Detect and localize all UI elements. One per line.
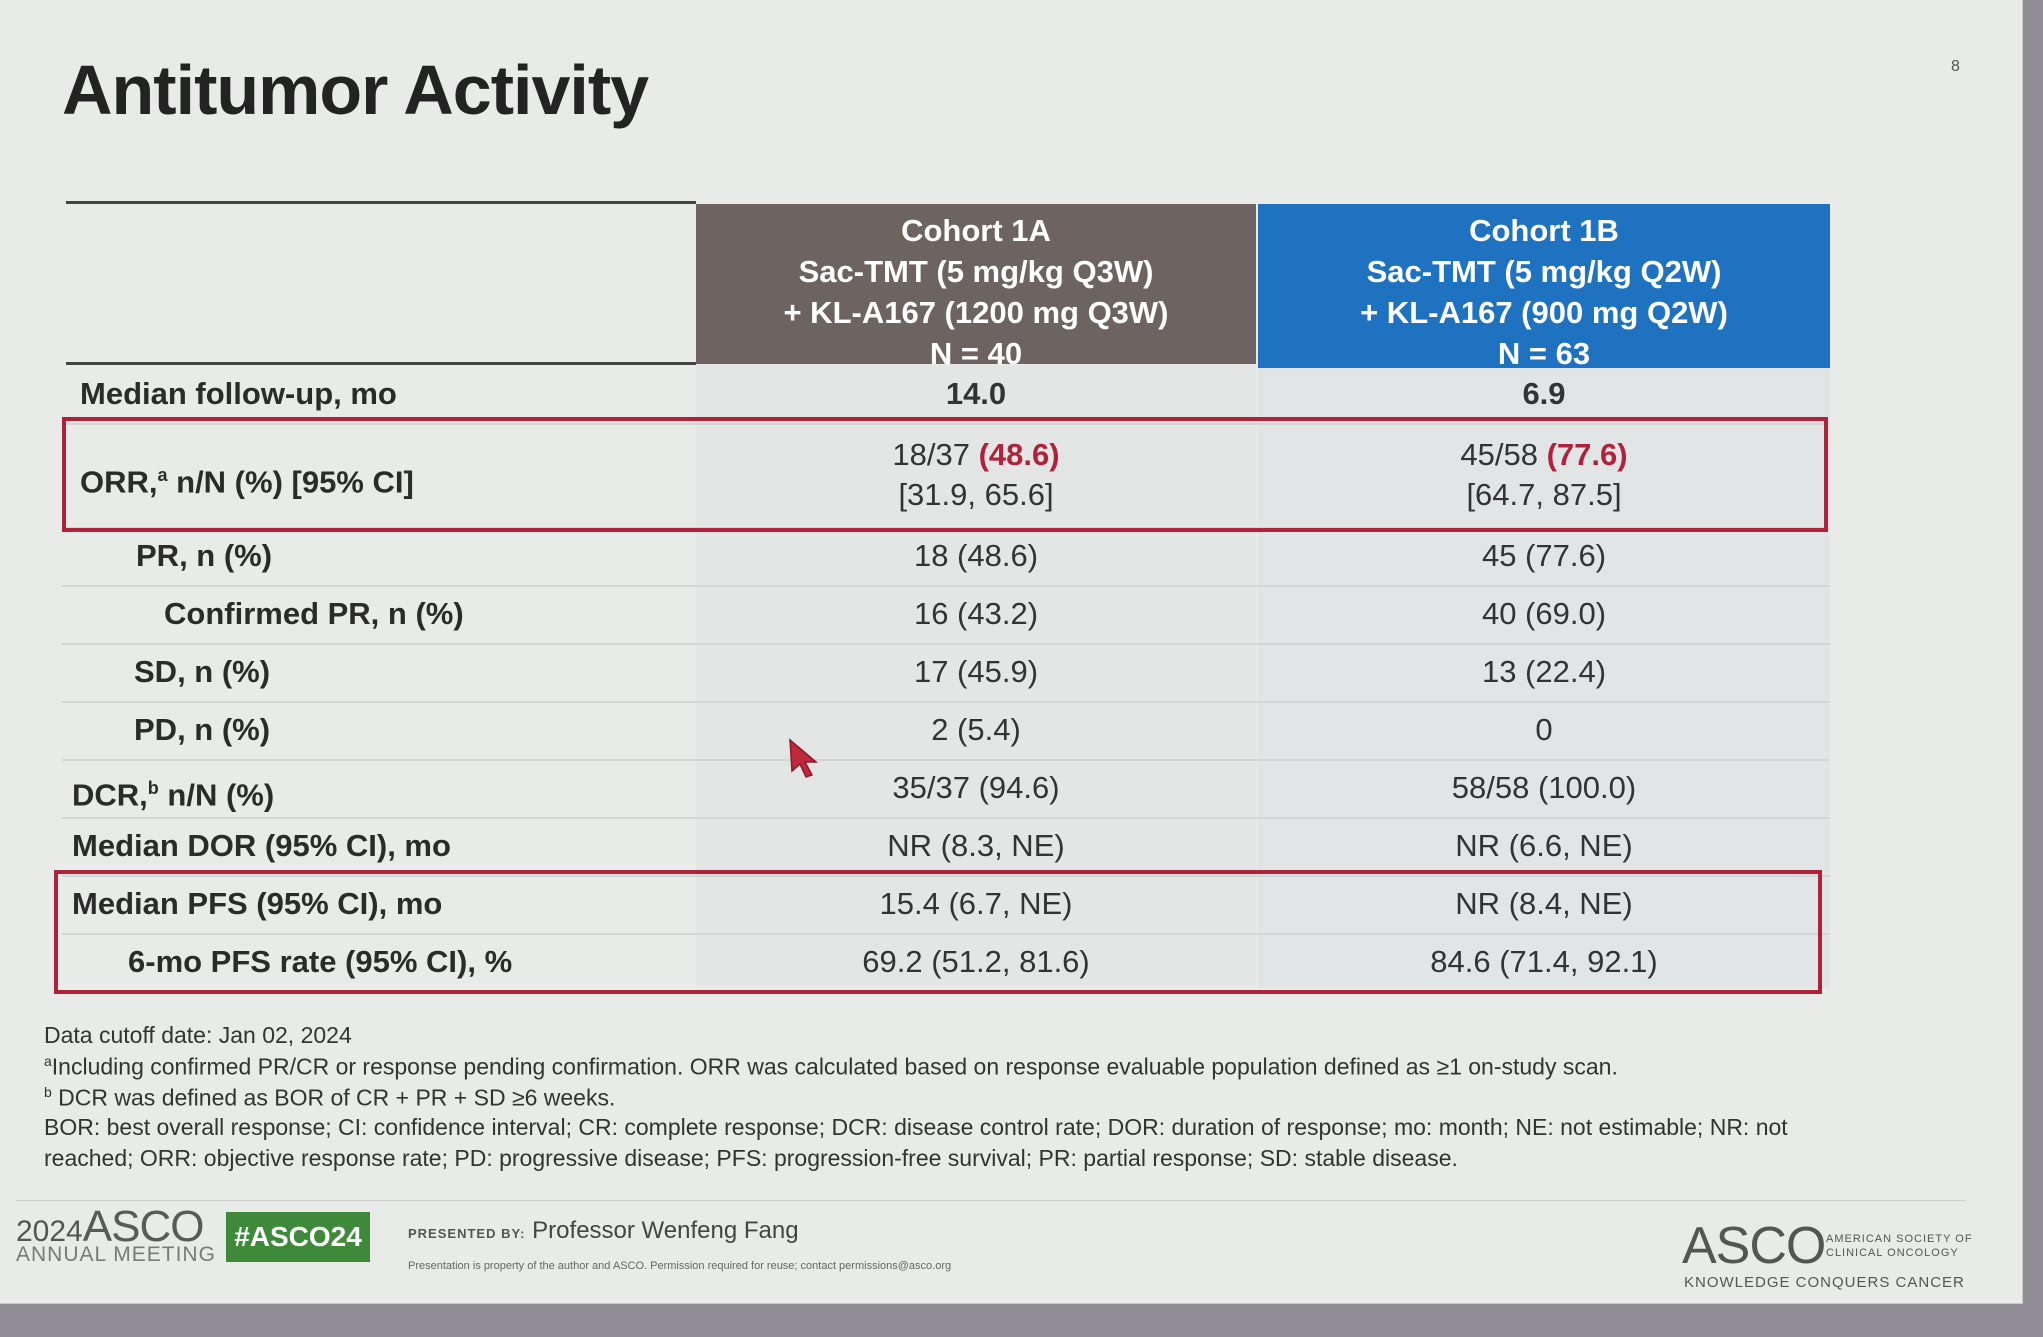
copyright-notice: Presentation is property of the author a… (408, 1260, 952, 1272)
table-row-confirmed-pr: Confirmed PR, n (%) 16 (43.2) 40 (69.0) (62, 585, 1830, 645)
table-row-median-follow-up: Median follow-up, mo 14.0 6.9 (62, 365, 1830, 425)
orr-highlight-box (62, 417, 1828, 532)
row-label: Median follow-up, mo (80, 376, 397, 411)
row-label: 6-mo PFS rate (95% CI), % (128, 944, 513, 979)
footnote-marker-b: b (147, 778, 159, 798)
footer-divider (16, 1200, 1966, 1201)
cohort-1a-value: 2 (5.4) (931, 712, 1021, 747)
table-row-6mo-pfs-rate: 6-mo PFS rate (95% CI), % 69.2 (51.2, 81… (62, 933, 1830, 991)
cohort-1b-drug-1: Sac-TMT (5 mg/kg Q2W) (1366, 254, 1722, 289)
annual-meeting-label: ANNUAL MEETING (16, 1243, 216, 1266)
cohort-1b-value: 45/58 (77.6) [64.7, 87.5] (1258, 423, 1830, 515)
row-label: PD, n (%) (134, 712, 271, 747)
footnote-marker-a: a (157, 465, 168, 485)
cohort-1a-value: 15.4 (6.7, NE) (879, 886, 1073, 921)
asco-tagline: KNOWLEDGE CONQUERS CANCER (1684, 1274, 1965, 1291)
society-name: AMERICAN SOCIETY OF CLINICAL ONCOLOGY (1826, 1232, 1973, 1260)
cohort-1a-value: 35/37 (94.6) (892, 770, 1060, 805)
meeting-year: 2024 (16, 1215, 83, 1248)
page-number: 8 (1951, 58, 1960, 75)
cohort-1a-value: 69.2 (51.2, 81.6) (862, 944, 1090, 979)
cohort-1b-value: 6.9 (1522, 376, 1566, 411)
footnote-data-cutoff: Data cutoff date: Jan 02, 2024 (44, 1022, 352, 1048)
cohort-1a-value: 18/37 (48.6) [31.9, 65.6] (696, 423, 1256, 515)
row-label: Median PFS (95% CI), mo (72, 886, 443, 921)
cohort-1b-column-shading (1258, 368, 1830, 988)
cohort-1b-value: 45 (77.6) (1481, 538, 1607, 573)
cohort-1b-value: NR (6.6, NE) (1455, 828, 1633, 863)
column-header-cohort-1b: Cohort 1B Sac-TMT (5 mg/kg Q2W) + KL-A16… (1258, 204, 1830, 371)
cohort-1a-drug-2: + KL-A167 (1200 mg Q3W) (783, 295, 1169, 330)
cohort-1b-drug-2: + KL-A167 (900 mg Q2W) (1360, 295, 1728, 330)
orr-1a-count: 18/37 (892, 437, 979, 472)
dcr-label-rest: n/N (%) (158, 777, 275, 813)
row-label: Median DOR (95% CI), mo (72, 828, 451, 863)
row-label: DCR,b n/N (%) (72, 759, 274, 817)
asco-logo: ASCO (1682, 1217, 1826, 1275)
cohort-1a-value: 17 (45.9) (913, 654, 1039, 689)
table-row-median-dor: Median DOR (95% CI), mo NR (8.3, NE) NR … (62, 817, 1830, 877)
table-row-dcr: DCR,b n/N (%) 35/37 (94.6) 58/58 (100.0) (62, 759, 1830, 819)
cohort-1a-value: 14.0 (945, 376, 1007, 411)
presenter-name: Professor Wenfeng Fang (532, 1217, 799, 1244)
table-row-sd: SD, n (%) 17 (45.9) 13 (22.4) (62, 643, 1830, 703)
table-row-pr: PR, n (%) 18 (48.6) 45 (77.6) (62, 527, 1830, 587)
cohort-1a-value: NR (8.3, NE) (887, 828, 1065, 863)
orr-label-rest: n/N (%) [95% CI] (167, 464, 414, 500)
table-top-rule (66, 201, 696, 204)
table-header-rule (66, 362, 696, 365)
slide-title: Antitumor Activity (62, 51, 649, 129)
meeting-asco-wordmark: ASCO (82, 1202, 205, 1251)
cohort-1b-value: NR (8.4, NE) (1455, 886, 1633, 921)
orr-1a-ci: [31.9, 65.6] (898, 477, 1054, 512)
cohort-1b-name: Cohort 1B (1469, 213, 1619, 248)
cohort-1b-n: N = 63 (1497, 336, 1591, 371)
orr-label: ORR, (80, 464, 158, 500)
cohort-1a-value: 16 (43.2) (913, 596, 1039, 631)
asco-meeting-logo: 2024ASCO (16, 1202, 205, 1252)
pfs-highlight-box (54, 870, 1822, 994)
column-header-cohort-1a: Cohort 1A Sac-TMT (5 mg/kg Q3W) + KL-A16… (696, 204, 1256, 371)
cohort-1a-name: Cohort 1A (901, 213, 1051, 248)
society-line-1: AMERICAN SOCIETY OF (1826, 1233, 1973, 1245)
cohort-1b-value: 13 (22.4) (1481, 654, 1607, 689)
cohort-1b-value: 84.6 (71.4, 92.1) (1430, 944, 1658, 979)
cohort-1b-value: 0 (1535, 712, 1553, 747)
cohort-1a-value: 18 (48.6) (913, 538, 1039, 573)
footnote-a-text: Including confirmed PR/CR or response pe… (51, 1053, 1618, 1080)
row-label: Confirmed PR, n (%) (164, 596, 464, 631)
footnote-a: aIncluding confirmed PR/CR or response p… (44, 1053, 1618, 1081)
slide: 8 Antitumor Activity Cohort 1A Sac-TMT (… (0, 0, 2022, 1303)
society-line-2: CLINICAL ONCOLOGY (1826, 1247, 1959, 1259)
cohort-1b-value: 58/58 (100.0) (1451, 770, 1637, 805)
orr-1a-percent: (48.6) (978, 437, 1060, 472)
hashtag-badge: #ASCO24 (226, 1212, 370, 1262)
orr-1b-ci: [64.7, 87.5] (1466, 477, 1622, 512)
orr-1b-percent: (77.6) (1546, 437, 1628, 472)
row-label: ORR,a n/N (%) [95% CI] (80, 423, 414, 527)
footnote-b-marker: b (44, 1084, 52, 1100)
table-row-pd: PD, n (%) 2 (5.4) 0 (62, 701, 1830, 761)
footnote-abbreviations-line-2: reached; ORR: objective response rate; P… (44, 1145, 1458, 1171)
cohort-1a-drug-1: Sac-TMT (5 mg/kg Q3W) (798, 254, 1154, 289)
presented-by-label: PRESENTED BY: (408, 1226, 526, 1241)
dcr-label: DCR, (72, 777, 148, 813)
orr-1b-count: 45/58 (1460, 437, 1547, 472)
table-row-median-pfs: Median PFS (95% CI), mo 15.4 (6.7, NE) N… (62, 875, 1830, 935)
row-label: SD, n (%) (134, 654, 271, 689)
footnote-abbreviations-line-1: BOR: best overall response; CI: confiden… (44, 1114, 1788, 1140)
cohort-1a-column-shading (696, 365, 1256, 985)
footnote-a-marker: a (44, 1053, 52, 1069)
row-label: PR, n (%) (136, 538, 273, 573)
footnote-b: b DCR was defined as BOR of CR + PR + SD… (44, 1084, 615, 1112)
cohort-1b-value: 40 (69.0) (1481, 596, 1607, 631)
presented-by: PRESENTED BY: Professor Wenfeng Fang (408, 1217, 799, 1245)
mouse-cursor-icon (789, 738, 819, 778)
footnote-b-text: DCR was defined as BOR of CR + PR + SD ≥… (51, 1084, 616, 1111)
